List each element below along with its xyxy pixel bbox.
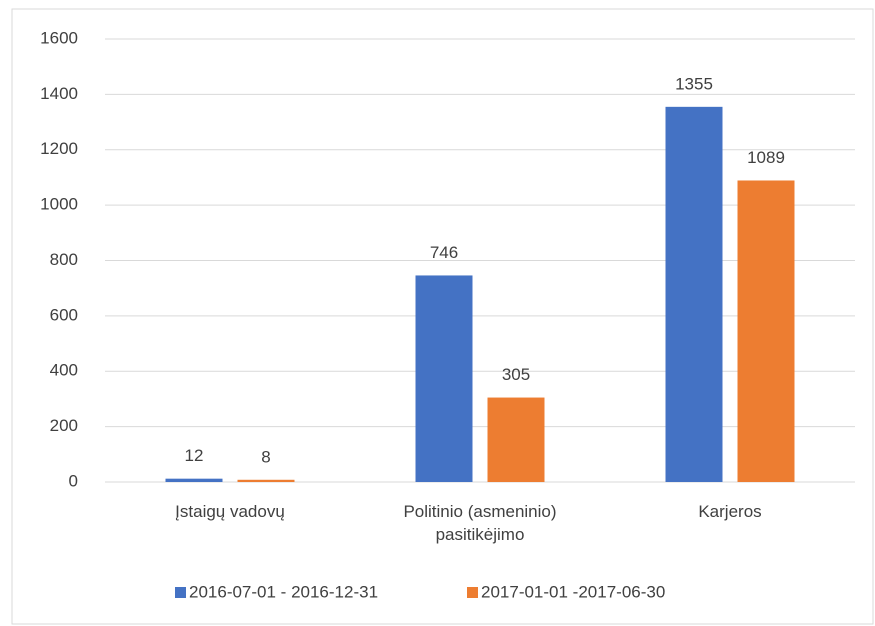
y-tick-label: 1400 bbox=[40, 84, 78, 103]
y-tick-label: 1600 bbox=[40, 28, 78, 47]
x-tick-label: Įstaigų vadovų bbox=[175, 502, 285, 521]
value-label: 1089 bbox=[747, 148, 785, 167]
x-tick-label: Karjeros bbox=[698, 502, 762, 521]
y-tick-label: 200 bbox=[50, 416, 78, 435]
value-label: 746 bbox=[430, 243, 458, 262]
y-tick-label: 800 bbox=[50, 250, 78, 269]
value-label: 1355 bbox=[675, 74, 713, 93]
bar bbox=[665, 106, 723, 482]
x-tick-label: Politinio (asmeninio) pasitikėjimo bbox=[403, 502, 557, 544]
legend-label: 2017-01-01 -2017-06-30 bbox=[481, 582, 665, 601]
bar bbox=[737, 180, 795, 482]
legend-swatch bbox=[467, 587, 478, 598]
y-tick-label: 600 bbox=[50, 305, 78, 324]
legend-swatch bbox=[175, 587, 186, 598]
y-tick-label: 1200 bbox=[40, 139, 78, 158]
y-tick-label: 0 bbox=[69, 471, 78, 490]
value-label: 8 bbox=[261, 447, 270, 466]
bar bbox=[415, 275, 473, 482]
y-tick-label: 1000 bbox=[40, 195, 78, 214]
y-tick-label: 400 bbox=[50, 361, 78, 380]
value-label: 12 bbox=[185, 446, 204, 465]
legend-label: 2016-07-01 - 2016-12-31 bbox=[189, 582, 378, 601]
bar bbox=[165, 478, 223, 482]
bar bbox=[487, 397, 545, 482]
value-label: 305 bbox=[502, 365, 530, 384]
bar bbox=[237, 479, 295, 482]
